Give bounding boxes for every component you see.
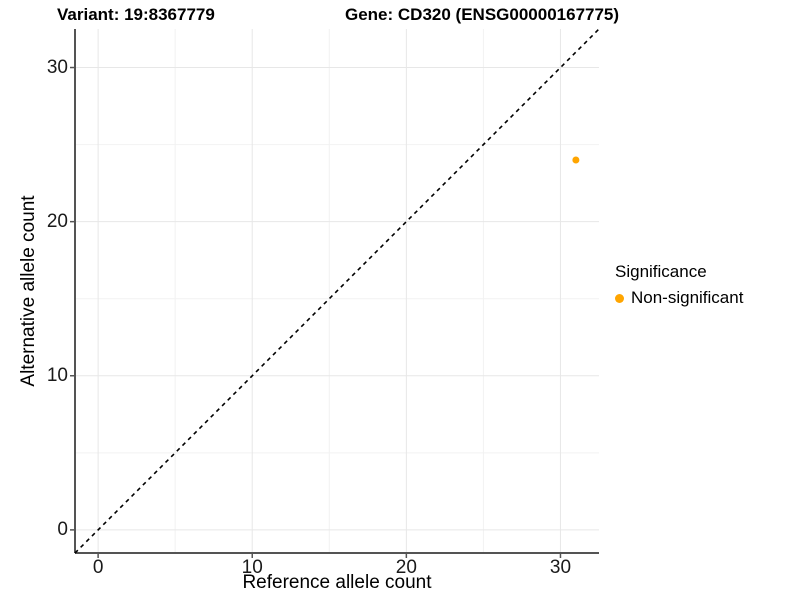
plot-panel [70,28,600,558]
data-point [572,156,580,164]
y-tick-label: 30 [46,56,68,78]
plot-title-variant: Variant: 19:8367779 [57,5,215,24]
legend-item-label: Non-significant [631,288,744,307]
identity-line [74,28,600,554]
legend-item-non-significant: Non-significant [615,288,743,308]
x-tick-label: 30 [549,557,572,578]
x-tick-label: 0 [92,557,104,578]
legend-point-icon [615,293,624,303]
y-tick-label: 10 [46,364,68,386]
y-tick-label: 0 [57,518,68,540]
y-tick-label: 20 [46,210,68,232]
legend-title: Significance [615,262,707,281]
plot-canvas [70,28,600,558]
y-axis-title: Alternative allele count [18,195,39,387]
x-tick-label: 20 [395,557,417,578]
x-tick-label: 10 [241,557,263,578]
legend: Significance Non-significant [615,262,743,308]
plot-title-gene: Gene: CD320 (ENSG00000167775) [345,5,620,24]
x-axis-title: Reference allele count [242,572,432,593]
